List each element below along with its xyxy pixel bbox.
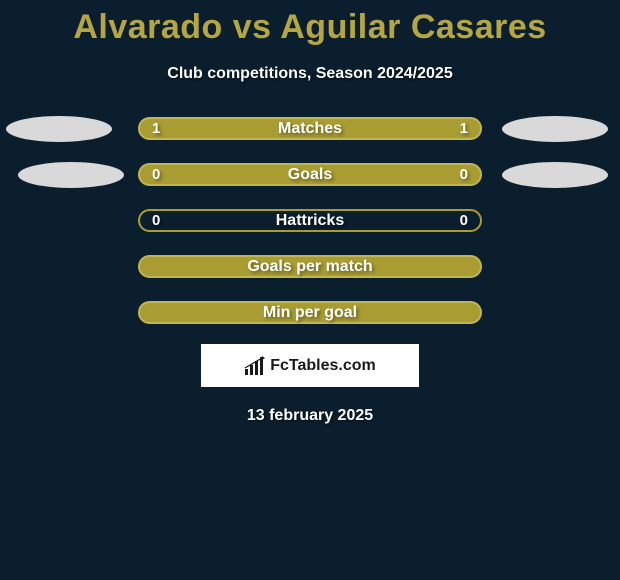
stat-value-right: 0 — [460, 166, 468, 183]
stat-value-right: 1 — [460, 120, 468, 137]
stat-label: Goals per match — [247, 258, 372, 276]
stat-value-right: 0 — [460, 212, 468, 229]
player-ellipse-left — [18, 162, 124, 188]
stat-bar: Goals per match — [138, 255, 482, 278]
page-title: Alvarado vs Aguilar Casares — [0, 8, 620, 47]
stat-bar: 1 Matches 1 — [138, 117, 482, 140]
stat-label: Matches — [278, 120, 342, 138]
stat-label: Goals — [288, 166, 332, 184]
player-ellipse-left — [6, 116, 112, 142]
stat-row: 0 Goals 0 — [0, 163, 620, 186]
stat-row: Goals per match — [0, 255, 620, 278]
stat-bar: 0 Goals 0 — [138, 163, 482, 186]
date-text: 13 february 2025 — [0, 407, 620, 425]
player-ellipse-right — [502, 116, 608, 142]
stat-bar: 0 Hattricks 0 — [138, 209, 482, 232]
stat-row: 1 Matches 1 — [0, 117, 620, 140]
stat-label: Min per goal — [263, 304, 357, 322]
stat-value-left: 0 — [152, 212, 160, 229]
header: Alvarado vs Aguilar Casares Club competi… — [0, 0, 620, 83]
badge-text: FcTables.com — [270, 357, 376, 375]
stat-row: Min per goal — [0, 301, 620, 324]
comparison-rows: 1 Matches 1 0 Goals 0 0 Hattricks 0 Goals per mat… — [0, 117, 620, 324]
page-subtitle: Club competitions, Season 2024/2025 — [0, 65, 620, 83]
source-badge: FcTables.com — [201, 344, 419, 387]
stat-row: 0 Hattricks 0 — [0, 209, 620, 232]
stat-value-left: 1 — [152, 120, 160, 137]
player-ellipse-right — [502, 162, 608, 188]
stat-label: Hattricks — [276, 212, 344, 230]
chart-bars-icon — [244, 356, 266, 376]
stat-value-left: 0 — [152, 166, 160, 183]
stat-bar: Min per goal — [138, 301, 482, 324]
